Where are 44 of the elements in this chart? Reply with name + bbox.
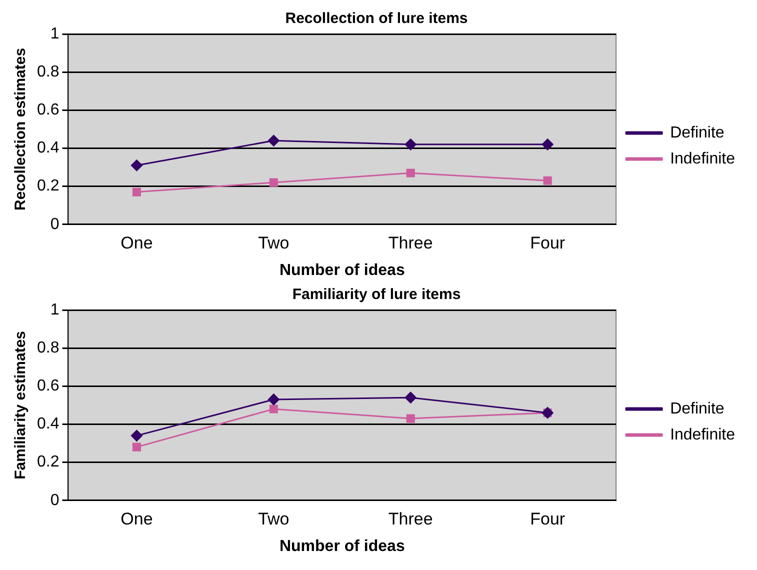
y-tick-label: 0.2 — [36, 454, 60, 471]
x-tick-label: One — [120, 509, 153, 528]
chart-title: Familiarity of lure items — [292, 286, 461, 304]
point — [268, 134, 280, 146]
x-axis-title: Number of ideas — [279, 538, 405, 555]
point — [130, 430, 142, 442]
x-axis-title: Number of ideas — [279, 262, 405, 279]
y-tick-label: 0.4 — [36, 140, 60, 157]
legend-label: Indefinite — [670, 150, 736, 168]
y-axis-title: Recollection estimates — [12, 48, 30, 210]
point — [130, 160, 142, 172]
point — [269, 404, 278, 414]
y-tick-label: 0.6 — [36, 102, 60, 119]
x-tick-label: Three — [388, 509, 433, 528]
point — [268, 394, 280, 406]
chart-title: Recollection of lure items — [285, 10, 468, 28]
x-tick-label: One — [120, 233, 153, 252]
y-tick-label: 1 — [50, 301, 60, 318]
x-tick-label: Four — [530, 509, 566, 528]
point — [406, 414, 415, 423]
x-tick-label: Four — [530, 233, 566, 252]
point — [542, 138, 554, 150]
point — [404, 138, 416, 150]
y-tick-label: 0.8 — [36, 339, 60, 356]
point — [132, 442, 142, 452]
point — [406, 168, 415, 178]
y-tick-label: 0 — [50, 216, 60, 233]
point — [132, 188, 142, 196]
legend-label: Definite — [670, 124, 724, 142]
point — [543, 176, 552, 185]
x-tick-label: Two — [258, 233, 290, 252]
legend-label: Indefinite — [670, 426, 736, 444]
y-tick-label: 0.4 — [36, 416, 60, 433]
y-tick-label: 0.6 — [36, 378, 60, 395]
y-tick-label: 0.8 — [36, 63, 60, 80]
y-tick-label: 0 — [50, 492, 60, 509]
y-tick-label: 0.2 — [36, 178, 60, 195]
point — [404, 392, 416, 404]
y-tick-label: 1 — [50, 25, 60, 42]
x-tick-label: Two — [258, 509, 290, 528]
x-tick-label: Three — [388, 233, 433, 252]
point — [269, 178, 278, 187]
legend-label: Definite — [670, 400, 724, 418]
y-axis-title: Familiarity estimates — [12, 330, 30, 480]
